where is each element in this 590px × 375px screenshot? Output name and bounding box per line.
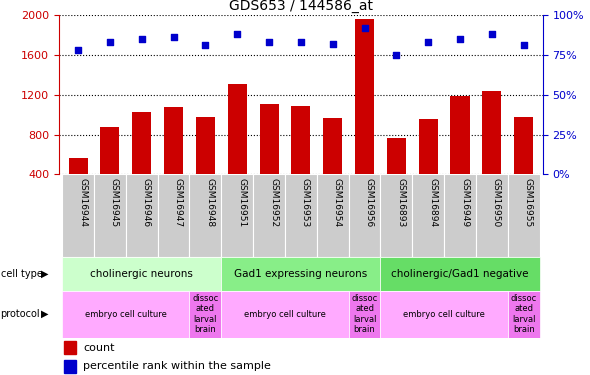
Text: cholinergic/Gad1 negative: cholinergic/Gad1 negative [391,269,529,279]
Bar [451,96,470,214]
Text: GSM16951: GSM16951 [237,178,246,228]
Point [424,39,433,45]
Bar [62,174,94,257]
Point [232,31,242,37]
Text: GSM16945: GSM16945 [110,178,119,228]
Bar [100,127,119,214]
Text: GSM16955: GSM16955 [524,178,533,228]
Bar [387,138,406,214]
Text: GSM16949: GSM16949 [460,178,469,228]
Text: protocol: protocol [1,309,40,319]
Bar [94,174,126,257]
Bar [285,174,317,257]
Text: Gad1 expressing neurons: Gad1 expressing neurons [234,269,368,279]
Text: ▶: ▶ [41,269,48,279]
Point [169,34,178,40]
Text: percentile rank within the sample: percentile rank within the sample [83,362,271,371]
Bar [444,174,476,257]
Bar [62,257,221,291]
Text: GSM16947: GSM16947 [173,178,182,228]
Text: GSM16894: GSM16894 [428,178,437,228]
Bar [317,174,349,257]
Point [137,36,146,42]
Point [328,41,337,47]
Bar [64,341,76,354]
Bar [253,174,285,257]
Bar [221,291,349,338]
Bar [64,360,76,373]
Bar [62,291,189,338]
Text: cell type: cell type [1,269,42,279]
Text: cholinergic neurons: cholinergic neurons [90,269,193,279]
Text: embryo cell culture: embryo cell culture [85,310,167,319]
Bar [381,291,508,338]
Bar [132,112,151,214]
Text: count: count [83,343,114,352]
Text: embryo cell culture: embryo cell culture [403,310,485,319]
Bar [221,174,253,257]
Bar [349,291,381,338]
Bar [355,19,374,214]
Bar [189,291,221,338]
Bar [483,91,501,214]
Bar [228,84,247,214]
Bar [381,257,540,291]
Point [264,39,274,45]
Bar [412,174,444,257]
Text: ▶: ▶ [41,309,48,319]
Text: GSM16948: GSM16948 [205,178,214,228]
Bar [260,104,278,214]
Bar [514,117,533,214]
Bar [189,174,221,257]
Bar [196,117,215,214]
Point [487,31,497,37]
Text: GSM16954: GSM16954 [333,178,342,228]
Text: GSM16944: GSM16944 [78,178,87,228]
Bar [508,174,540,257]
Point [360,25,369,31]
Text: GSM16950: GSM16950 [492,178,501,228]
Text: embryo cell culture: embryo cell culture [244,310,326,319]
Text: dissoc
ated
larval
brain: dissoc ated larval brain [510,294,537,334]
Text: GSM16893: GSM16893 [396,178,405,228]
Point [392,52,401,58]
Point [296,39,306,45]
Text: GSM16956: GSM16956 [365,178,373,228]
Bar [508,291,540,338]
Text: GSM16952: GSM16952 [269,178,278,228]
Bar [323,118,342,214]
Point [519,42,529,48]
Bar [126,174,158,257]
Bar [164,106,183,214]
Point [73,47,83,53]
Text: dissoc
ated
larval
brain: dissoc ated larval brain [192,294,218,334]
Bar [419,118,438,214]
Point [201,42,210,48]
Bar [221,257,381,291]
Text: dissoc
ated
larval
brain: dissoc ated larval brain [352,294,378,334]
Point [105,39,114,45]
Bar [68,158,88,214]
Bar [291,106,310,214]
Text: GSM16953: GSM16953 [301,178,310,228]
Bar [381,174,412,257]
Bar [349,174,381,257]
Bar [158,174,189,257]
Bar [476,174,508,257]
Point [455,36,465,42]
Title: GDS653 / 144586_at: GDS653 / 144586_at [229,0,373,13]
Text: GSM16946: GSM16946 [142,178,151,228]
